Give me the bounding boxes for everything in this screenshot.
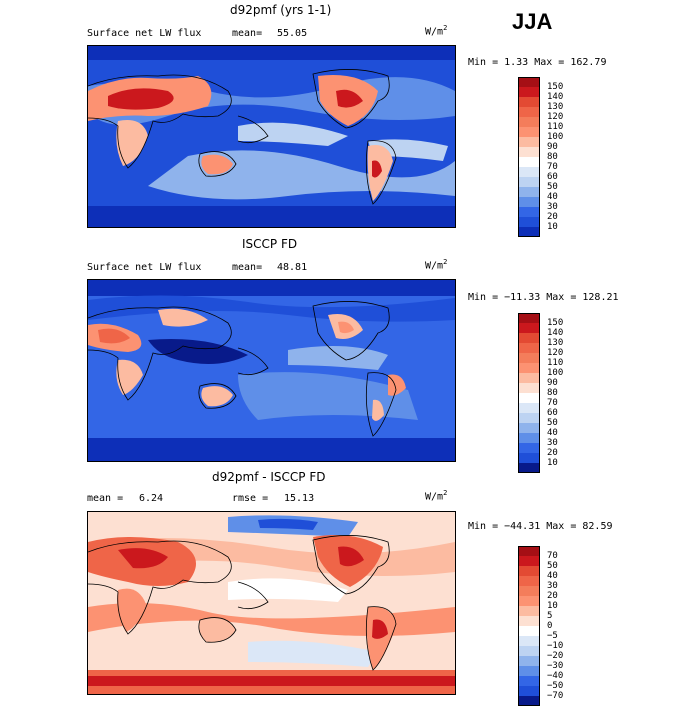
colorbar-tick-label: 40: [547, 192, 558, 202]
colorbar-tick-label: 90: [547, 142, 558, 152]
panel1-map: [87, 45, 456, 228]
colorbar-tick-label: 80: [547, 388, 558, 398]
colorbar-tick-label: 80: [547, 152, 558, 162]
panel2-map: [87, 279, 456, 462]
panel1-mean-value: 55.05: [277, 28, 308, 39]
colorbar-tick-label: 120: [547, 348, 564, 358]
colorbar-tick-label: −50: [547, 681, 564, 691]
colorbar-tick-label: 30: [547, 202, 558, 212]
colorbar-tick-label: 50: [547, 561, 558, 571]
panel3-rmse-label: rmse =: [232, 493, 269, 504]
panel3-units: W/m2: [425, 489, 448, 503]
panel2-mean-value: 48.81: [277, 262, 308, 273]
colorbar-tick-label: 70: [547, 162, 558, 172]
colorbar-tick-label: 90: [547, 378, 558, 388]
panel1-mean-label: mean=: [232, 28, 263, 39]
colorbar-tick-label: 150: [547, 318, 564, 328]
colorbar-tick-label: 100: [547, 368, 564, 378]
colorbar-tick-label: −10: [547, 641, 564, 651]
colorbar-tick-label: 50: [547, 418, 558, 428]
colorbar-tick-label: 150: [547, 82, 564, 92]
panel3-mean-value: 6.24: [139, 493, 164, 504]
colorbar-tick-label: 30: [547, 581, 558, 591]
colorbar-tick-label: 140: [547, 328, 564, 338]
panel3-title: d92pmf - ISCCP FD: [212, 470, 326, 484]
colorbar-tick-label: 70: [547, 398, 558, 408]
panel1-units: W/m2: [425, 24, 448, 38]
colorbar-tick-label: 120: [547, 112, 564, 122]
panel1-title: d92pmf (yrs 1-1): [230, 3, 332, 17]
panel1-variable-label: Surface net LW flux: [87, 28, 202, 39]
colorbar-tick-label: 130: [547, 102, 564, 112]
colorbar-tick-label: 70: [547, 551, 558, 561]
panel3-minmax: Min = −44.31 Max = 82.59: [468, 521, 613, 532]
panel2-variable-label: Surface net LW flux: [87, 262, 202, 273]
panel2-mean-label: mean=: [232, 262, 263, 273]
colorbar-tick-label: 10: [547, 222, 558, 232]
colorbar-tick-label: 60: [547, 408, 558, 418]
colorbar-tick-label: 30: [547, 438, 558, 448]
colorbar-tick-label: −20: [547, 651, 564, 661]
colorbar-tick-label: 40: [547, 428, 558, 438]
colorbar-tick-label: 130: [547, 338, 564, 348]
panel1-minmax: Min = 1.33 Max = 162.79: [468, 57, 607, 68]
colorbar-tick-label: 10: [547, 458, 558, 468]
colorbar-tick-label: 100: [547, 132, 564, 142]
season-label: JJA: [512, 9, 553, 34]
colorbar-tick-label: −40: [547, 671, 564, 681]
panel3-rmse-value: 15.13: [284, 493, 315, 504]
panel2-minmax: Min = −11.33 Max = 128.21: [468, 292, 619, 303]
panel3-map: [87, 511, 456, 695]
colorbar-tick-label: −5: [547, 631, 558, 641]
colorbar-tick-label: 110: [547, 122, 564, 132]
panel2-units: W/m2: [425, 258, 448, 272]
colorbar-tick-label: 0: [547, 621, 553, 631]
panel3-colorbar: [518, 546, 540, 706]
colorbar-tick-label: 110: [547, 358, 564, 368]
colorbar-tick-label: 20: [547, 212, 558, 222]
panel1-colorbar: [518, 77, 540, 237]
colorbar-tick-label: 40: [547, 571, 558, 581]
panel2-colorbar: [518, 313, 540, 473]
colorbar-tick-label: 20: [547, 448, 558, 458]
colorbar-tick-label: −70: [547, 691, 564, 701]
colorbar-tick-label: −30: [547, 661, 564, 671]
colorbar-tick-label: 20: [547, 591, 558, 601]
panel2-title: ISCCP FD: [242, 237, 298, 251]
colorbar-tick-label: 60: [547, 172, 558, 182]
colorbar-tick-label: 10: [547, 601, 558, 611]
colorbar-tick-label: 5: [547, 611, 553, 621]
colorbar-tick-label: 140: [547, 92, 564, 102]
panel3-mean-label: mean =: [87, 493, 124, 504]
colorbar-tick-label: 50: [547, 182, 558, 192]
